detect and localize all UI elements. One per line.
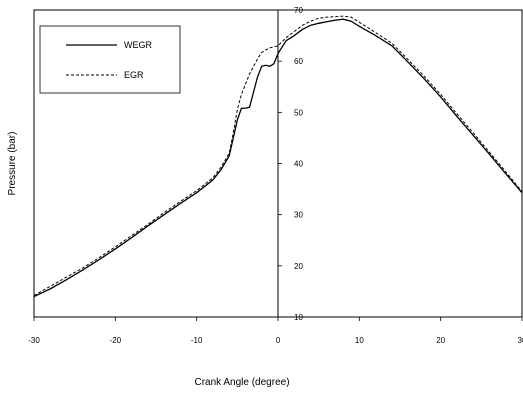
x-axis-ticks: -30 -20 -10 0 10 20 30 <box>28 317 523 345</box>
y-tick-label: 50 <box>294 108 303 117</box>
series-layer <box>33 15 523 298</box>
x-tick-label: 20 <box>436 336 445 345</box>
legend: WEGR EGR <box>39 25 181 94</box>
y-tick-label: 70 <box>294 6 303 15</box>
x-tick-label: -10 <box>191 336 203 345</box>
y-tick-label: 40 <box>294 160 303 169</box>
legend-box <box>39 25 181 94</box>
y-tick-label: 20 <box>294 262 303 271</box>
x-tick-label: 0 <box>276 336 281 345</box>
y-tick-label: 10 <box>294 313 303 322</box>
x-tick-label: -30 <box>28 336 40 345</box>
series-line-wegr <box>33 18 523 298</box>
series-line-egr <box>33 15 523 296</box>
y-tick-label: 60 <box>294 57 303 66</box>
y-axis-ticks: 10 20 30 40 50 60 70 <box>278 6 303 322</box>
y-axis-title: Pressure (bar) <box>7 132 18 196</box>
y-tick-label: 30 <box>294 211 303 220</box>
legend-label-wegr: WEGR <box>124 40 152 50</box>
x-axis-title: Crank Angle (degree) <box>194 377 289 388</box>
x-tick-label: -20 <box>110 336 122 345</box>
legend-label-egr: EGR <box>124 70 144 80</box>
x-tick-label: 30 <box>518 336 523 345</box>
x-tick-label: 10 <box>355 336 364 345</box>
